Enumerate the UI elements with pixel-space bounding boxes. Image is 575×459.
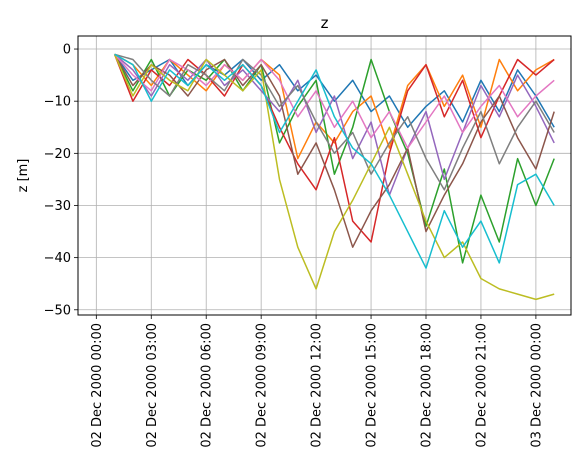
grid-layer	[78, 36, 571, 315]
x-tick-label: 02 Dec 2000 06:00	[200, 323, 215, 448]
series-line-8	[114, 53, 555, 191]
x-tick-label: 03 Dec 2000 00:00	[529, 323, 544, 448]
chart-title: z	[321, 14, 329, 32]
series-line-6	[113, 53, 555, 248]
series-layer	[113, 53, 555, 301]
x-tick-label: 02 Dec 2000 03:00	[145, 323, 160, 448]
series-line-9	[113, 53, 555, 301]
series-line-5	[114, 53, 555, 196]
x-tick-label: 02 Dec 2000 15:00	[365, 323, 380, 448]
y-tick-label: −50	[44, 303, 71, 318]
x-tick-label: 02 Dec 2000 18:00	[420, 323, 435, 448]
series-line-7	[114, 53, 555, 149]
plot-frame	[77, 35, 572, 316]
y-tick-label: −20	[44, 147, 71, 162]
series-line-10	[114, 53, 555, 269]
y-tick-label: −10	[44, 95, 71, 110]
series-line-2	[114, 53, 555, 160]
y-tick-label: 0	[63, 43, 71, 58]
y-tick-label: −30	[44, 199, 71, 214]
y-tick-label: −40	[44, 251, 71, 266]
y-axis-label: z [m]	[16, 159, 31, 193]
tick-layer: 02 Dec 2000 00:00 02 Dec 2000 03:00 02 Dec…	[44, 43, 545, 448]
x-tick-label: 02 Dec 2000 12:00	[310, 323, 325, 448]
x-tick-label: 02 Dec 2000 09:00	[255, 323, 270, 448]
x-tick-label: 02 Dec 2000 00:00	[90, 323, 105, 448]
x-tick-label: 02 Dec 2000 21:00	[474, 323, 489, 448]
series-line-4	[113, 54, 555, 243]
